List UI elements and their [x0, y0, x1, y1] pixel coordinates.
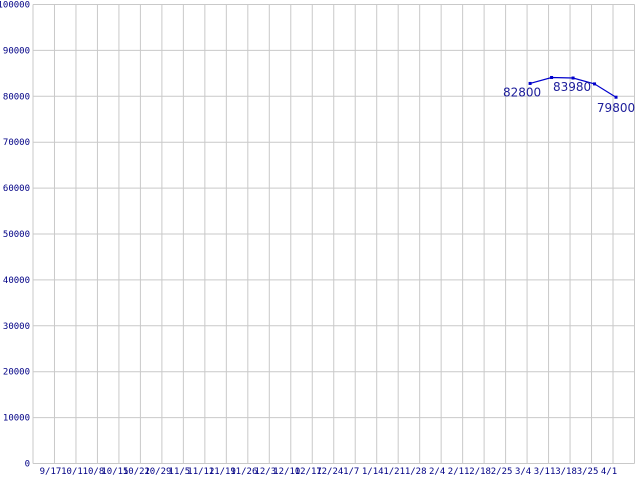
x-tick-label: 4/1 [601, 467, 617, 477]
x-tick-label: 12/10 [273, 467, 300, 477]
data-point-marker [528, 81, 532, 85]
x-tick-label: 12/24 [316, 467, 343, 477]
x-tick-label: 12/3 [254, 467, 276, 477]
x-tick-label: 1/14 [362, 467, 384, 477]
x-tick-label: 2/11 [448, 467, 470, 477]
x-tick-label: 1/28 [405, 467, 427, 477]
x-tick-label: 10/15 [101, 467, 128, 477]
y-tick-label: 90000 [3, 46, 30, 56]
data-point-marker [614, 95, 618, 99]
x-tick-label: 3/25 [577, 467, 599, 477]
y-tick-label: 50000 [3, 230, 30, 240]
data-point-marker [571, 76, 575, 80]
y-tick-label: 10000 [3, 414, 30, 424]
x-tick-label: 9/17 [40, 467, 62, 477]
x-tick-label: 2/4 [429, 467, 445, 477]
x-tick-label: 2/25 [491, 467, 513, 477]
y-tick-label: 0 [25, 460, 30, 470]
x-tick-label: 3/11 [534, 467, 556, 477]
y-tick-label: 40000 [3, 276, 30, 286]
x-tick-label: 11/19 [209, 467, 236, 477]
x-tick-label: 3/18 [555, 467, 577, 477]
x-tick-label: 2/18 [469, 467, 491, 477]
y-tick-label: 60000 [3, 184, 30, 194]
x-tick-label: 10/22 [123, 467, 150, 477]
data-point-label: 79800 [597, 101, 635, 115]
data-point-marker [550, 75, 554, 79]
x-tick-label: 11/26 [230, 467, 257, 477]
x-tick-label: 1/21 [383, 467, 405, 477]
data-point-label: 82800 [503, 85, 541, 99]
y-tick-label: 30000 [3, 322, 30, 332]
x-tick-label: 3/4 [515, 467, 531, 477]
x-tick-label: 11/12 [187, 467, 214, 477]
y-tick-label: 100000 [0, 1, 30, 11]
x-tick-label: 12/17 [295, 467, 322, 477]
x-tick-label: 10/29 [144, 467, 171, 477]
x-tick-label: 10/1 [61, 467, 83, 477]
x-tick-label: 11/5 [169, 467, 191, 477]
data-point-marker [593, 82, 597, 86]
y-tick-label: 80000 [3, 92, 30, 102]
y-tick-label: 20000 [3, 368, 30, 378]
x-tick-label: 1/7 [343, 467, 359, 477]
x-tick-label: 10/8 [83, 467, 105, 477]
y-tick-label: 70000 [3, 138, 30, 148]
data-point-label: 83980 [553, 80, 591, 94]
